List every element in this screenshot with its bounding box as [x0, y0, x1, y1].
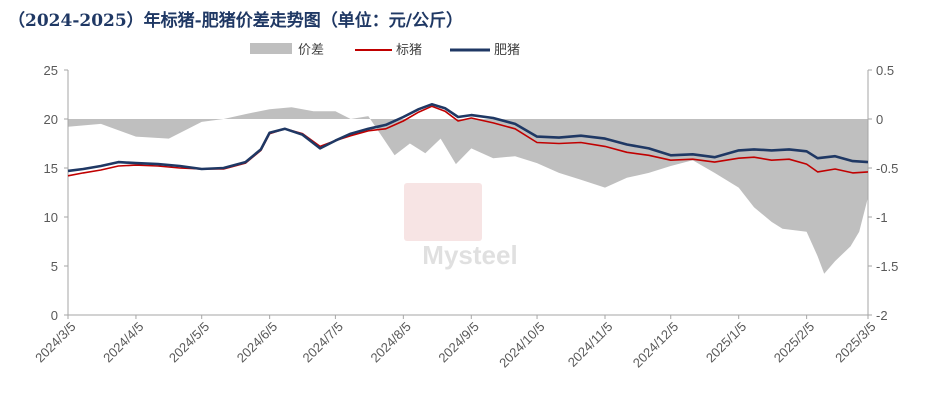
series-line-fat-hog [67, 103, 869, 173]
line-layer [67, 103, 869, 177]
watermark-logo-mark [404, 183, 482, 241]
x-tick-label: 2024/8/5 [368, 319, 414, 365]
left-tick-label: 20 [44, 112, 58, 127]
legend: 价差 标猪 肥猪 [250, 43, 520, 58]
x-tick-label: 2024/3/5 [32, 319, 78, 365]
right-tick-label: -1 [876, 210, 888, 225]
x-tick-label: 2024/9/5 [435, 319, 481, 365]
right-tick-label: -1.5 [876, 259, 898, 274]
left-tick-label: 0 [51, 308, 58, 323]
x-tick-label: 2025/2/5 [771, 319, 817, 365]
x-tick-label: 2024/6/5 [234, 319, 280, 365]
x-tick-label: 2024/5/5 [166, 319, 212, 365]
x-tick-label: 2024/12/5 [630, 319, 682, 371]
right-tick-label: -2 [876, 308, 888, 323]
x-tick-label: 2024/11/5 [565, 319, 616, 370]
x-tick-label: 2024/4/5 [100, 319, 146, 365]
left-tick-label: 15 [44, 161, 58, 176]
right-tick-label: -0.5 [876, 161, 898, 176]
legend-swatch-spread [250, 43, 292, 54]
legend-label-standard-hog: 标猪 [396, 43, 422, 58]
x-tick-label: 2025/1/5 [703, 319, 749, 365]
legend-label-fat-hog: 肥猪 [494, 43, 520, 58]
left-tick-label: 10 [44, 210, 58, 225]
series-area-spread [68, 107, 868, 274]
x-tick-label: 2024/7/5 [300, 319, 346, 365]
right-tick-label: 0.5 [876, 63, 894, 78]
right-tick-label: 0 [876, 112, 883, 127]
left-tick-label: 5 [51, 259, 58, 274]
area-layer [68, 107, 868, 274]
x-tick-label: 2025/3/5 [832, 319, 878, 365]
watermark-text: Mysteel [422, 240, 517, 270]
x-tick-label: 2024/10/5 [496, 319, 548, 371]
watermark: Mysteel [404, 183, 518, 270]
chart-title: （2024-2025）年标猪-肥猪价差走势图（单位：元/公斤） [8, 11, 463, 31]
legend-label-spread: 价差 [298, 43, 324, 58]
left-tick-label: 25 [44, 63, 58, 78]
